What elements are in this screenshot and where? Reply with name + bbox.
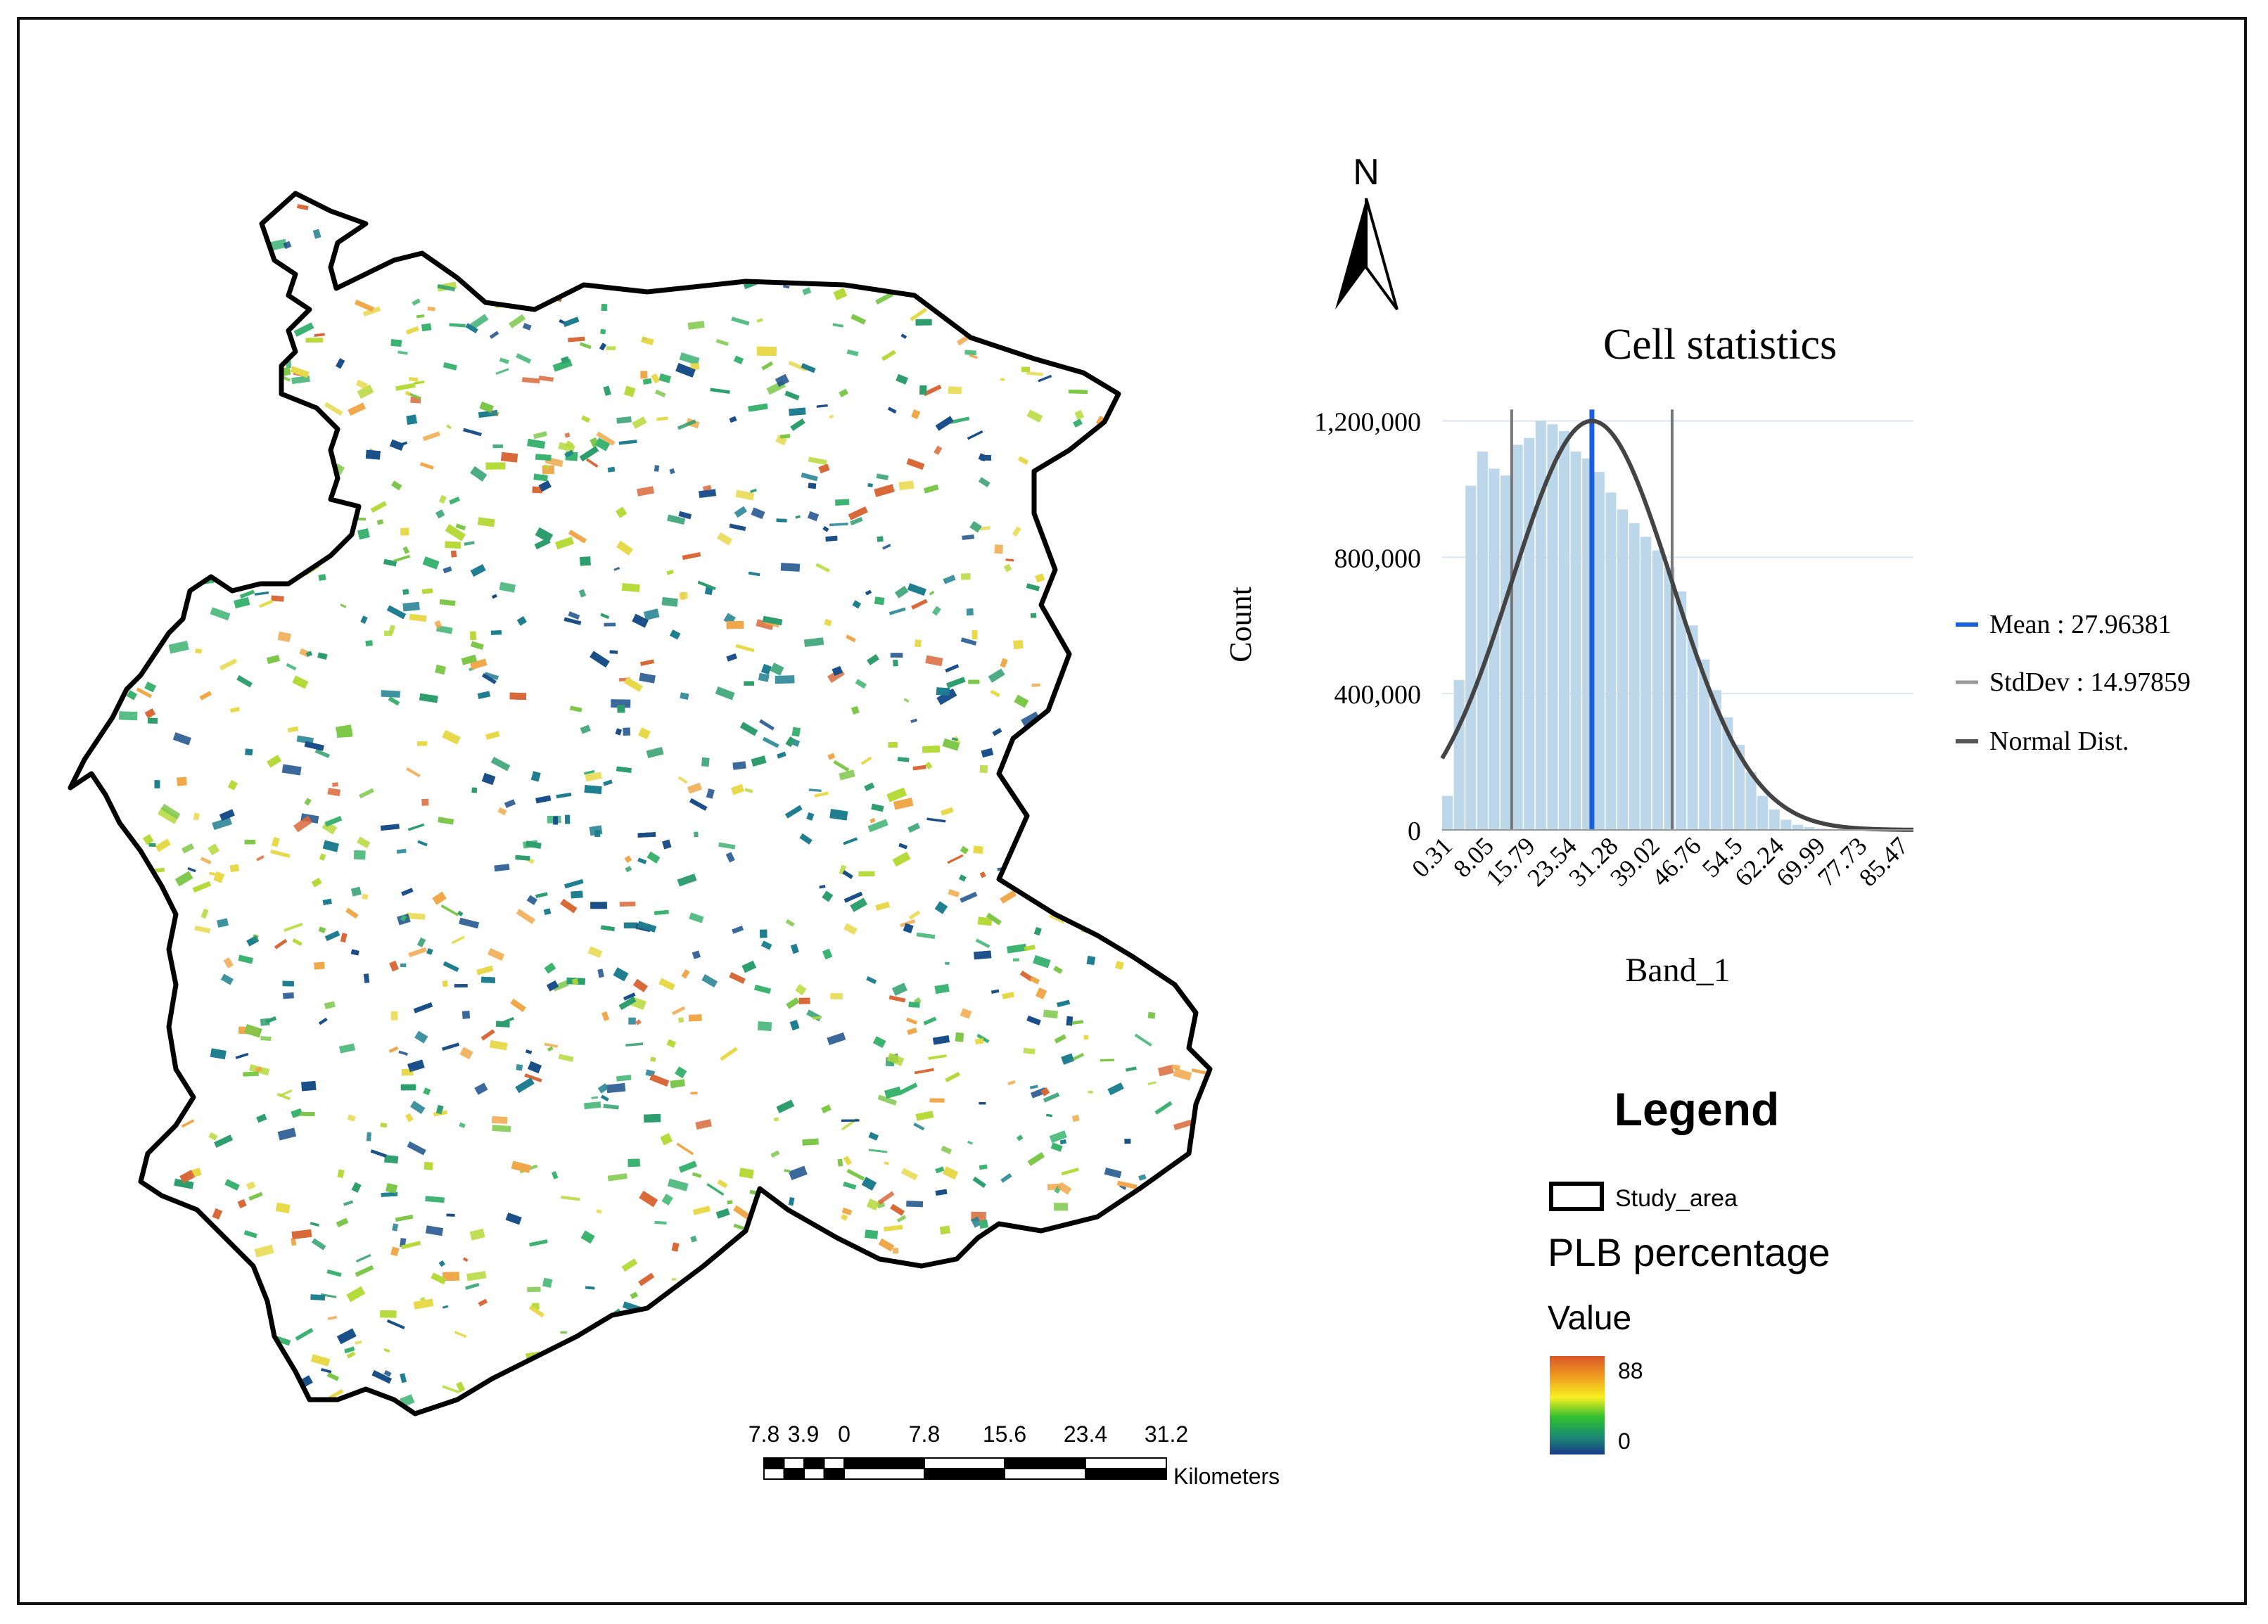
histogram-bar: [1804, 827, 1815, 830]
histogram-bar: [1535, 421, 1546, 830]
north-arrow-icon: [1335, 198, 1366, 309]
scale-block: [783, 1468, 805, 1480]
scale-block: [1004, 1457, 1086, 1469]
study-area-boundary: [68, 191, 1213, 1417]
scale-label-4: 15.6: [983, 1421, 1026, 1447]
histogram-chart: Cell statistics Count Band_1 0 400,000 800…: [1223, 321, 2191, 989]
histogram-bar: [1769, 809, 1780, 830]
scale-block: [803, 1468, 825, 1480]
histogram-bar: [1558, 431, 1570, 830]
north-label: N: [1353, 152, 1380, 193]
histogram-bar: [1675, 591, 1687, 830]
histogram-bar: [1465, 485, 1477, 830]
value-min-label: 0: [1618, 1428, 1631, 1454]
histogram-bar: [1500, 475, 1512, 830]
histogram-bar: [1617, 509, 1629, 830]
histogram-bar: [1745, 772, 1757, 830]
scale-label-1: 3.9: [788, 1421, 819, 1447]
scale-block: [843, 1468, 925, 1480]
scale-block: [823, 1468, 845, 1480]
histogram-bar: [1442, 795, 1453, 830]
histogram-bar: [1699, 659, 1710, 830]
histogram-bar: [1477, 452, 1488, 830]
chart-ylabel: Count: [1223, 587, 1258, 663]
legend-stddev-label: StdDev : 14.97859: [1989, 667, 2191, 697]
value-label: Value: [1548, 1300, 1631, 1337]
study-area-label: Study_area: [1615, 1185, 1738, 1212]
scale-unit: Kilometers: [1173, 1464, 1280, 1489]
histogram-bar: [1792, 824, 1804, 830]
histogram-bar: [1570, 452, 1581, 830]
legend-mean-label: Mean : 27.96381: [1989, 610, 2172, 639]
map-legend: Legend Study_area PLB percentage Value 8…: [1548, 1083, 1830, 1454]
scale-block: [1085, 1468, 1167, 1480]
x-axis-ticks: 0.318.0515.7923.5431.2839.0246.7654.562.…: [1406, 831, 1913, 892]
histogram-bar: [1733, 744, 1745, 830]
histogram-bar: [1629, 523, 1640, 830]
histogram-bar: [1512, 445, 1523, 830]
study-area-swatch: [1549, 1182, 1604, 1211]
y-tick-label: 400,000: [1334, 680, 1422, 710]
histogram-bar: [1780, 819, 1792, 830]
scale-block: [783, 1457, 805, 1469]
legend-title: Legend: [1614, 1083, 1780, 1135]
x-tick-label: 85.47: [1854, 831, 1914, 892]
scale-bar: 7.8 3.9 0 7.8 15.6 23.4 31.2 Kilometers: [748, 1421, 1280, 1489]
scale-block: [1085, 1457, 1167, 1469]
normal-dist-curve: [1440, 418, 1913, 832]
plb-raster: [72, 193, 1210, 1414]
layer-name: PLB percentage: [1548, 1230, 1830, 1274]
scale-block: [924, 1457, 1005, 1469]
scale-label-0: 7.8: [748, 1421, 779, 1447]
scale-block: [763, 1457, 785, 1469]
scale-block: [763, 1468, 785, 1480]
histogram-bar: [1687, 625, 1698, 830]
legend-normal-label: Normal Dist.: [1989, 727, 2129, 756]
scale-bar-blocks: [763, 1457, 1167, 1480]
scale-block: [803, 1457, 825, 1469]
histogram-bar: [1710, 690, 1721, 830]
value-color-ramp: [1550, 1356, 1605, 1454]
scale-label-5: 23.4: [1064, 1421, 1107, 1447]
y-axis-ticks: 0 400,000 800,000 1,200,000: [1314, 407, 1421, 846]
north-arrow-outline-icon: [1365, 198, 1399, 311]
y-tick-label: 1,200,000: [1314, 407, 1421, 437]
histogram-bars: [1442, 421, 1909, 830]
stat-lines: [1510, 409, 1674, 830]
histogram-bar: [1605, 492, 1617, 830]
north-arrow: N: [1335, 152, 1399, 311]
y-tick-label: 800,000: [1334, 544, 1422, 573]
histogram-bar: [1652, 550, 1663, 830]
scale-block: [843, 1457, 925, 1469]
histogram-bar: [1641, 537, 1652, 830]
map-panel: [68, 191, 1213, 1417]
value-max-label: 88: [1618, 1358, 1643, 1383]
histogram-bar: [1489, 468, 1500, 830]
y-tick-label: 0: [1408, 817, 1421, 846]
scale-label-2: 0: [838, 1421, 850, 1447]
scale-label-3: 7.8: [909, 1421, 940, 1447]
scale-label-6: 31.2: [1145, 1421, 1188, 1447]
chart-xlabel: Band_1: [1625, 952, 1730, 989]
histogram-bar: [1722, 717, 1733, 830]
histogram-bar: [1524, 437, 1535, 830]
scale-block: [1004, 1468, 1086, 1480]
histogram-bar: [1453, 679, 1465, 830]
histogram-bar: [1757, 795, 1769, 830]
chart-legend: Mean : 27.96381 StdDev : 14.97859 Normal…: [1956, 610, 2191, 756]
scale-block: [924, 1468, 1005, 1480]
figure-frame: [17, 17, 2247, 1605]
histogram-bar: [1547, 424, 1558, 830]
chart-title: Cell statistics: [1603, 321, 1837, 369]
scale-block: [823, 1457, 845, 1469]
histogram-bar: [1593, 472, 1605, 830]
